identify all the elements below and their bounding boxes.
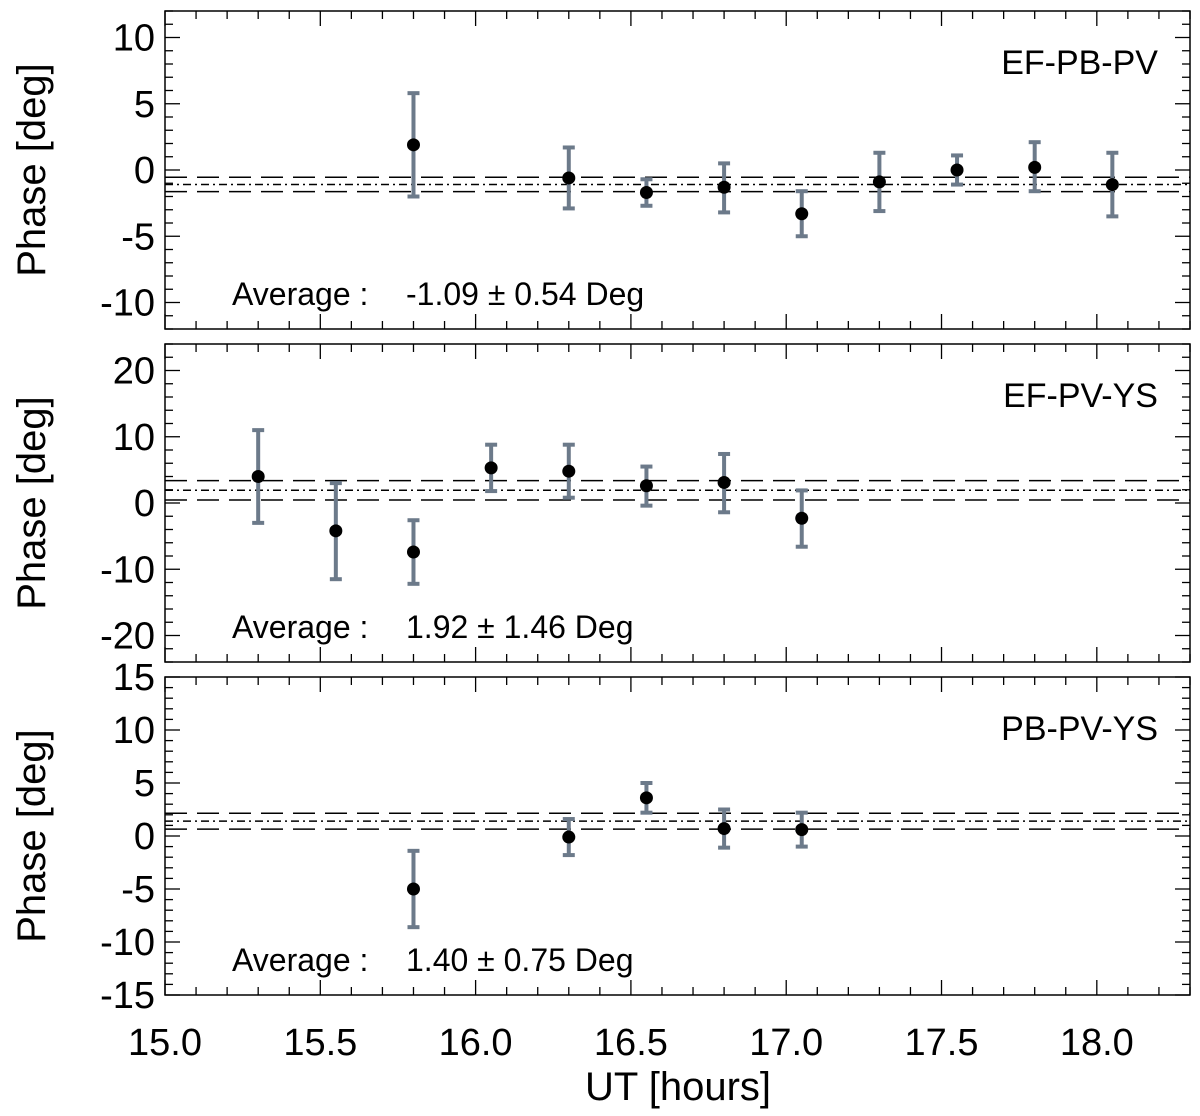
data-point	[562, 464, 576, 478]
average-value: 1.92 ± 1.46 Deg	[406, 609, 634, 645]
data-point	[639, 479, 653, 493]
average-value: 1.40 ± 0.75 Deg	[406, 942, 634, 978]
y-tick-label: -20	[100, 616, 155, 658]
data-point	[795, 511, 809, 525]
data-point	[1105, 178, 1119, 192]
average-label: Average :	[232, 609, 368, 645]
panel-title: PB-PV-YS	[1001, 710, 1158, 748]
x-tick-label: 15.5	[283, 1022, 357, 1064]
y-axis-title: Phase [deg]	[10, 396, 54, 610]
x-tick-label: 17.5	[905, 1022, 979, 1064]
data-point	[950, 163, 964, 177]
panel-2: -20 -10 0 10 20 Phase [deg] EF-PV-YS Average : 1…	[10, 343, 1191, 663]
y-tick-label: 10	[113, 710, 155, 752]
data-point	[562, 171, 576, 185]
x-tick-label: 16.5	[594, 1022, 668, 1064]
y-tick-label: 5	[134, 763, 155, 805]
data-point	[717, 475, 731, 489]
y-tick-label: -10	[100, 922, 155, 964]
y-tick-label: -10	[100, 283, 155, 325]
average-label: Average :	[232, 276, 368, 312]
y-tick-label: 15	[113, 657, 155, 699]
y-tick-label: -15	[100, 975, 155, 1017]
y-tick-label: 0	[134, 816, 155, 858]
y-tick-label: -5	[121, 216, 155, 258]
panel-1: -10 -5 0 5 10 Phase [deg] EF-PB-PV Average : -1.…	[10, 10, 1191, 330]
y-tick-label: -5	[121, 869, 155, 911]
data-point	[406, 138, 420, 152]
data-point	[717, 180, 731, 194]
data-point	[872, 175, 886, 189]
data-point	[406, 545, 420, 559]
x-tick-label: 15.0	[128, 1022, 202, 1064]
y-tick-label: 0	[134, 150, 155, 192]
y-axis-title: Phase [deg]	[10, 729, 54, 943]
y-tick-label: 20	[113, 351, 155, 393]
data-point	[484, 461, 498, 475]
y-tick-label: 10	[113, 18, 155, 60]
x-tick-label: 16.0	[439, 1022, 513, 1064]
data-point	[639, 186, 653, 200]
x-tick-label: 17.0	[749, 1022, 823, 1064]
y-tick-label: -10	[100, 549, 155, 591]
data-point	[329, 524, 343, 538]
panel-title: EF-PV-YS	[1003, 377, 1158, 415]
average-label: Average :	[232, 942, 368, 978]
panel-title: EF-PB-PV	[1001, 44, 1158, 82]
data-point	[406, 882, 420, 896]
y-axis-title: Phase [deg]	[10, 63, 54, 277]
y-tick-label: 5	[134, 84, 155, 126]
data-point	[717, 822, 731, 836]
data-point	[795, 823, 809, 837]
panel-3: -15 -10 -5 0 5 10 15 Phase [deg] PB-PV-YS Average…	[10, 657, 1191, 1017]
data-point	[795, 207, 809, 221]
panels-group: -10 -5 0 5 10 Phase [deg] EF-PB-PV Average : -1.…	[10, 10, 1191, 1064]
data-point	[1028, 160, 1042, 174]
data-point	[251, 470, 265, 483]
y-tick-label: 0	[134, 483, 155, 525]
average-value: -1.09 ± 0.54 Deg	[406, 276, 644, 312]
data-point	[562, 830, 576, 844]
x-axis-title: UT [hours]	[585, 1065, 771, 1109]
x-tick-label: 18.0	[1060, 1022, 1134, 1064]
y-tick-label: 10	[113, 417, 155, 459]
data-point	[639, 791, 653, 805]
